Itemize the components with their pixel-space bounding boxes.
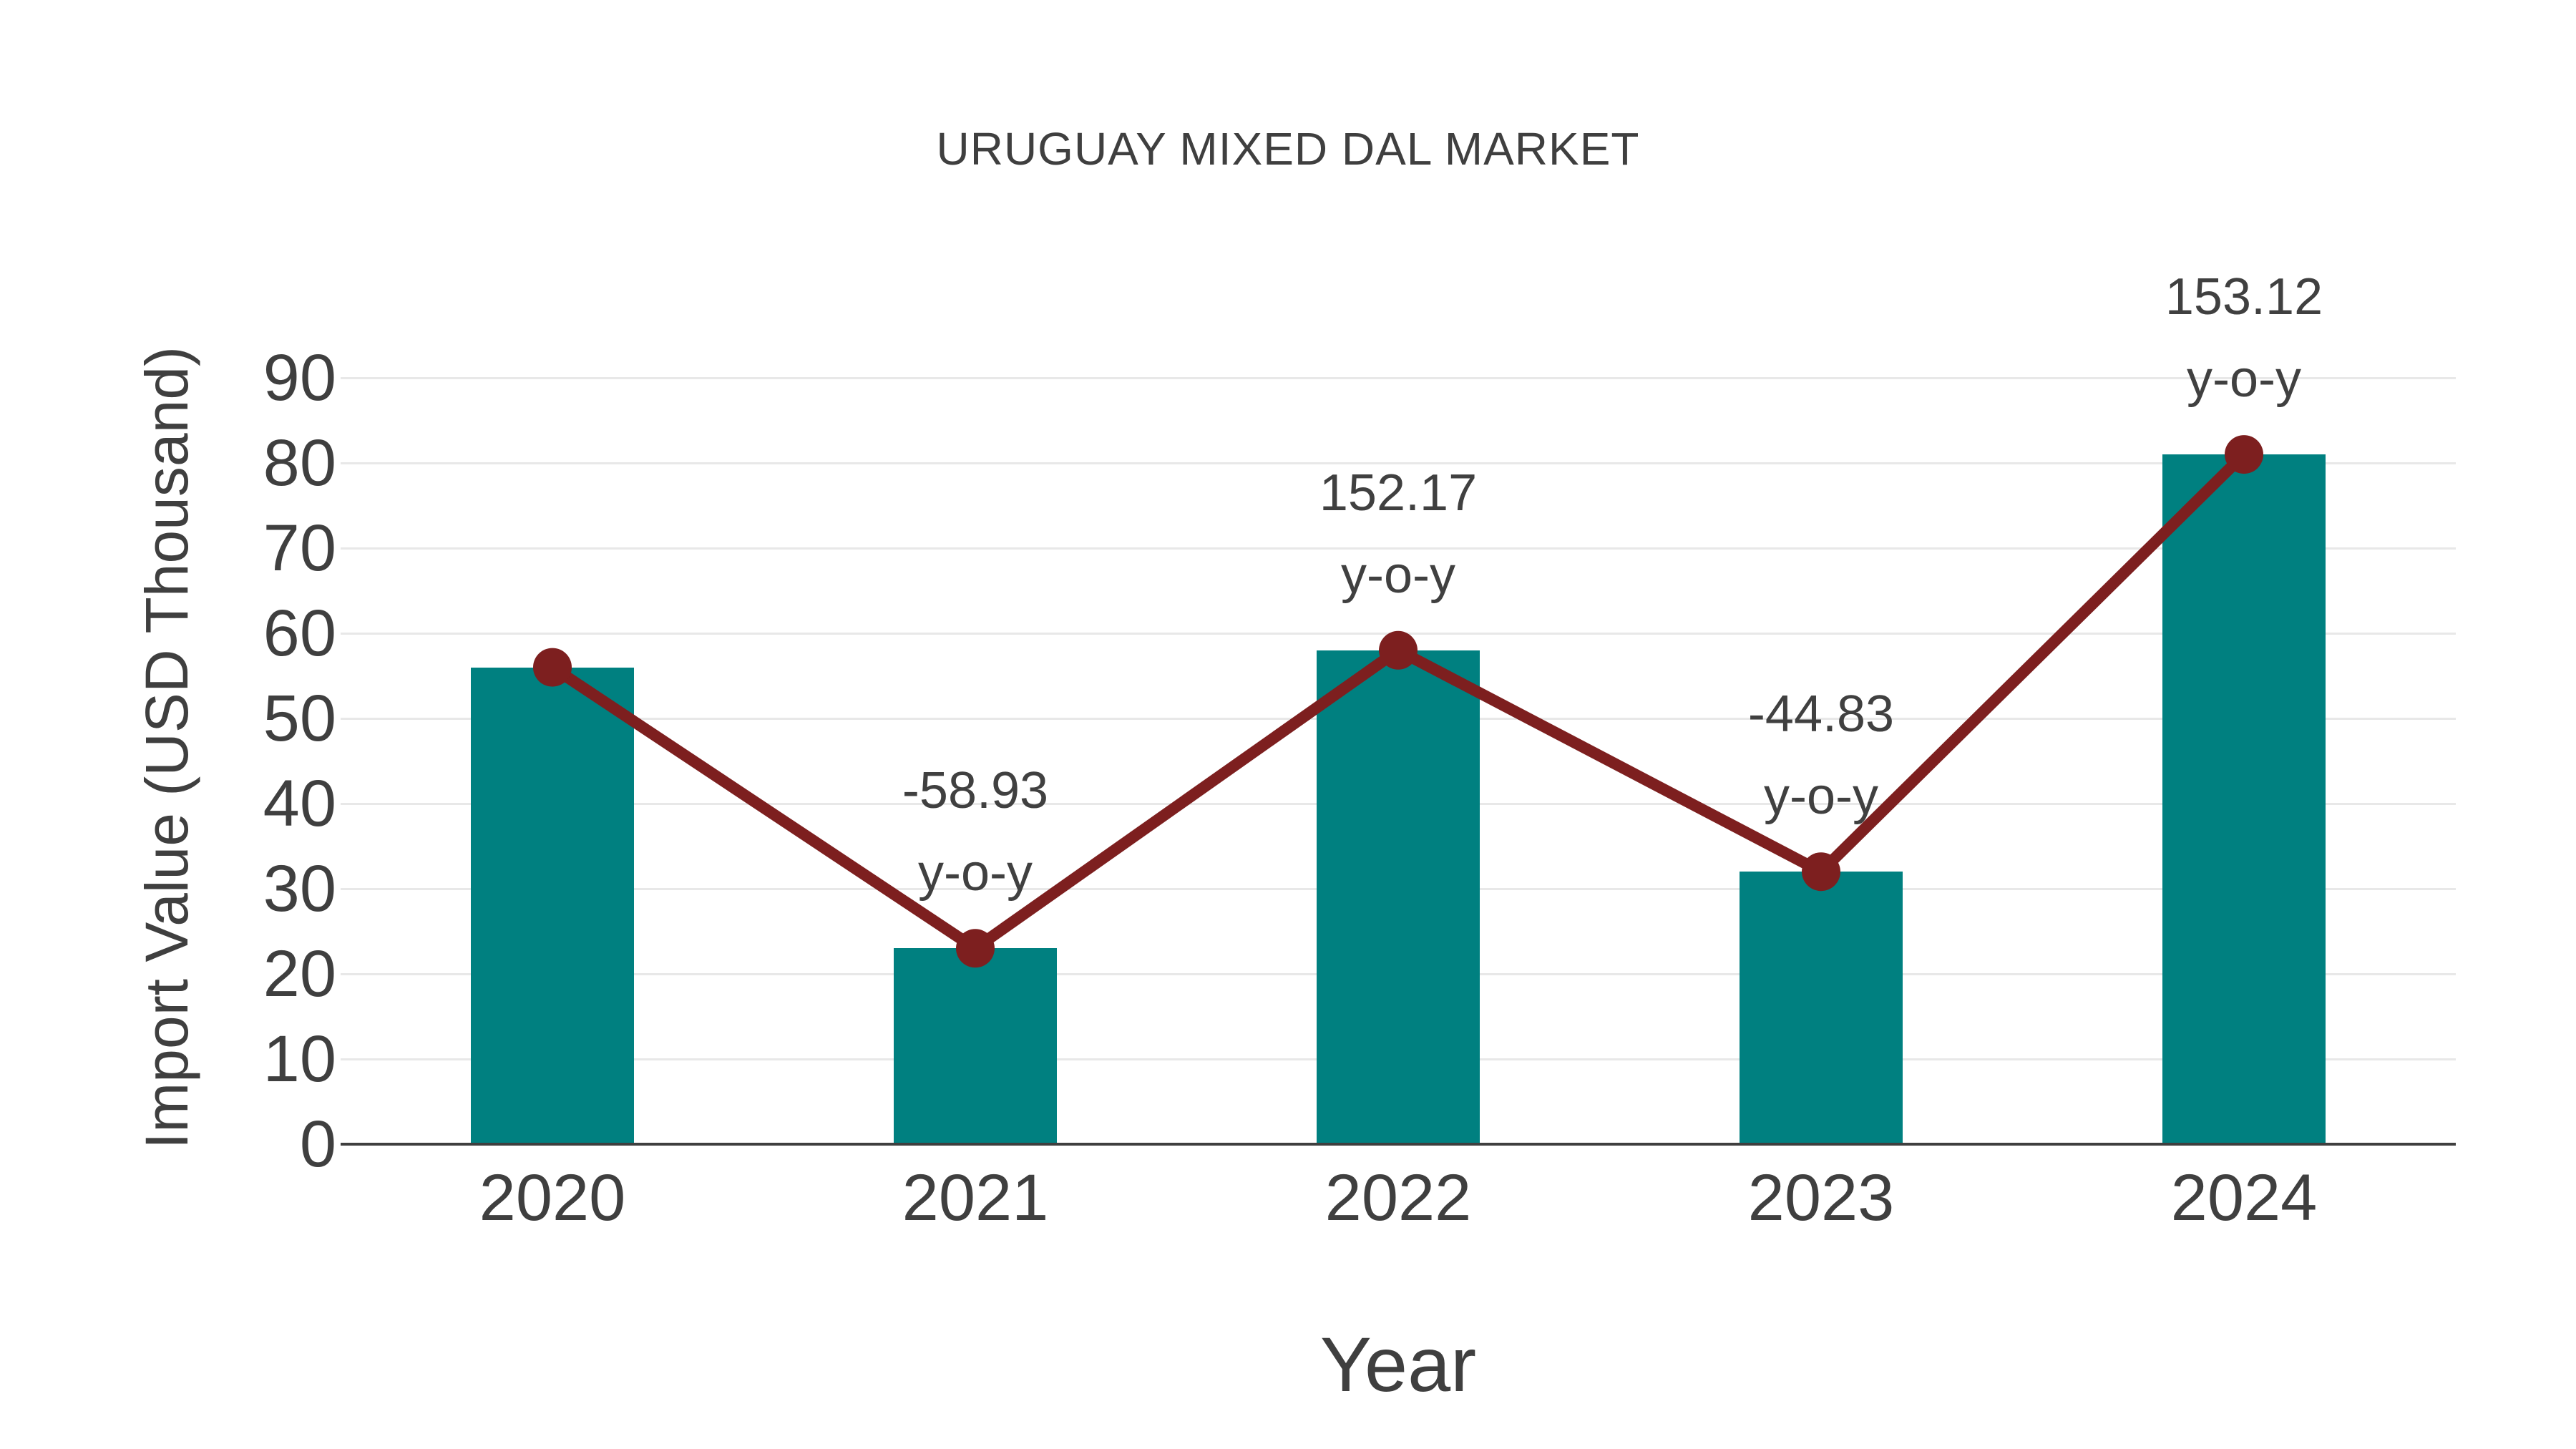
x-tick-2022: 2022	[1324, 1161, 1472, 1234]
gridline-80	[341, 462, 2456, 464]
bar-2024	[2162, 454, 2326, 1144]
annotation-2024-value: 153.12	[2165, 268, 2323, 326]
x-axis-title: Year	[1319, 1321, 1477, 1407]
annotation-2023-yoy: y-o-y	[1764, 768, 1878, 826]
y-tick-10: 10	[263, 1023, 336, 1096]
trend-line	[549, 450, 2248, 955]
bar-2021	[894, 948, 1057, 1144]
marker-2021	[956, 929, 995, 968]
y-tick-20: 20	[263, 937, 336, 1010]
x-tick-2024: 2024	[2170, 1161, 2318, 1234]
annotation-2022-yoy: y-o-y	[1341, 546, 1455, 604]
x-tick-2023: 2023	[1747, 1161, 1895, 1234]
bar-2022	[1317, 650, 1480, 1144]
bar-2023	[1740, 872, 1903, 1144]
x-tick-2021: 2021	[902, 1161, 1049, 1234]
y-tick-30: 30	[263, 852, 336, 925]
y-tick-40: 40	[263, 767, 336, 840]
marker-2020	[533, 648, 572, 687]
bar-2020	[471, 667, 634, 1144]
chart-title: URUGUAY MIXED DAL MARKET	[936, 123, 1640, 175]
y-tick-60: 60	[263, 597, 336, 670]
annotation-2021-value: -58.93	[902, 762, 1049, 820]
y-tick-50: 50	[263, 682, 336, 755]
gridline-70	[341, 547, 2456, 550]
marker-2024	[2225, 435, 2263, 474]
marker-2022	[1379, 630, 1418, 670]
annotation-2024-yoy: y-o-y	[2187, 351, 2301, 409]
marker-2023	[1802, 852, 1840, 892]
y-tick-0: 0	[299, 1108, 336, 1181]
gridline-90	[341, 377, 2456, 379]
y-tick-80: 80	[263, 426, 336, 499]
annotation-2021-yoy: y-o-y	[918, 844, 1033, 902]
x-axis-line	[341, 1143, 2456, 1146]
x-tick-2020: 2020	[479, 1161, 626, 1234]
y-tick-90: 90	[263, 341, 336, 414]
annotation-2022-value: 152.17	[1319, 464, 1478, 522]
y-tick-70: 70	[263, 512, 336, 585]
annotation-2023-value: -44.83	[1747, 686, 1895, 743]
